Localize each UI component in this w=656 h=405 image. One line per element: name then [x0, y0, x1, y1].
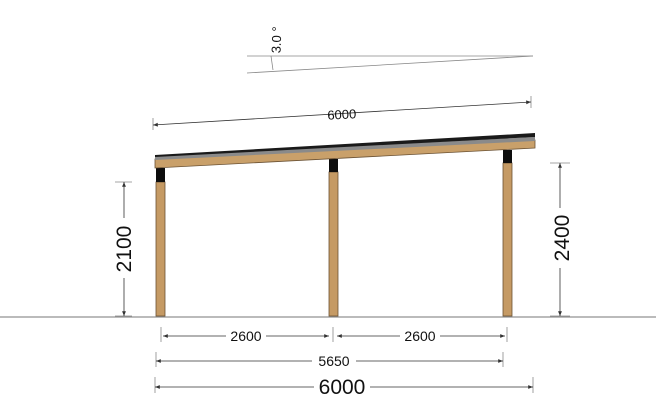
slope-angle-indicator: 3.0 ° [246, 26, 534, 74]
right-post [502, 162, 513, 317]
posts-width-label: 5650 [318, 353, 349, 369]
total-width-dimension: 6000 [154, 374, 534, 399]
left-post-cap [156, 168, 165, 182]
middle-post-cap [329, 159, 338, 172]
right-span-label: 2600 [404, 328, 435, 344]
left-height-dimension: 2100 [112, 181, 136, 317]
total-width-label: 6000 [319, 376, 366, 399]
slope-reference-line [246, 55, 534, 74]
roof-length-dimension-line [152, 100, 532, 127]
posts-width-dimension: 5650 [155, 352, 504, 369]
right-height-dimension: 2400 [548, 162, 574, 317]
angle-label: 3.0 ° [269, 26, 285, 53]
left-span-label: 2600 [230, 328, 261, 344]
right-post-cap [503, 150, 512, 163]
post-spacing-dimensions: 2600 2600 [160, 327, 508, 344]
roof-sheathing [155, 137, 535, 160]
left-post [155, 181, 166, 317]
roof-covering [155, 133, 535, 157]
left-height-label: 2100 [113, 226, 136, 273]
roof-length-label: 6000 [327, 106, 357, 122]
angle-arc [270, 55, 274, 71]
right-height-label: 2400 [551, 215, 574, 262]
roof-length-dimension: 6000 [152, 96, 532, 130]
middle-post [328, 171, 339, 317]
